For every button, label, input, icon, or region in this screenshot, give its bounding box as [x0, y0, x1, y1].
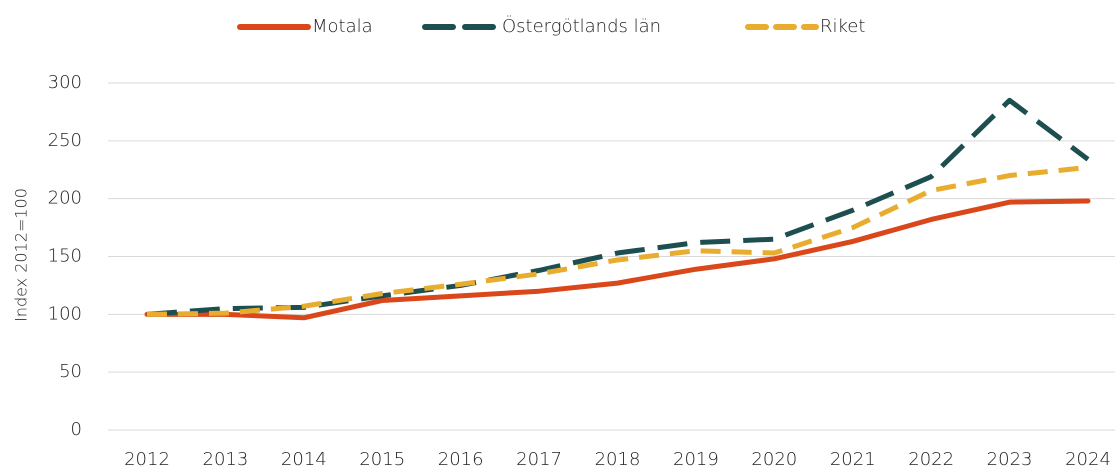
series-line [144, 198, 1091, 321]
y-tick-label: 50 [59, 361, 82, 382]
y-tick-label: 100 [48, 303, 82, 324]
x-tick-label: 2023 [987, 449, 1033, 470]
y-tick-label: 250 [48, 130, 82, 151]
legend-label: Motala [312, 16, 373, 37]
legend-label: Östergötlands län [502, 15, 661, 37]
x-tick-label: 2016 [438, 449, 484, 470]
x-tick-label: 2017 [516, 449, 562, 470]
y-tick-label: 0 [71, 419, 82, 440]
series-line [146, 164, 1089, 317]
x-tick-label: 2021 [830, 449, 876, 470]
x-tick-label: 2014 [281, 449, 327, 470]
y-axis-label: Index 2012=100 [12, 188, 31, 322]
x-tick-label: 2020 [751, 449, 797, 470]
legend-label: Riket [820, 16, 865, 37]
y-tick-label: 300 [48, 72, 82, 93]
x-tick-label: 2019 [673, 449, 719, 470]
y-tick-label: 200 [48, 188, 82, 209]
y-tick-label: 150 [48, 246, 82, 267]
x-tick-label: 2018 [595, 449, 641, 470]
x-tick-label: 2012 [124, 449, 170, 470]
x-tick-label: 2015 [359, 449, 405, 470]
x-tick-label: 2013 [203, 449, 249, 470]
x-tick-label: 2024 [1065, 449, 1111, 470]
x-tick-label: 2022 [908, 449, 954, 470]
